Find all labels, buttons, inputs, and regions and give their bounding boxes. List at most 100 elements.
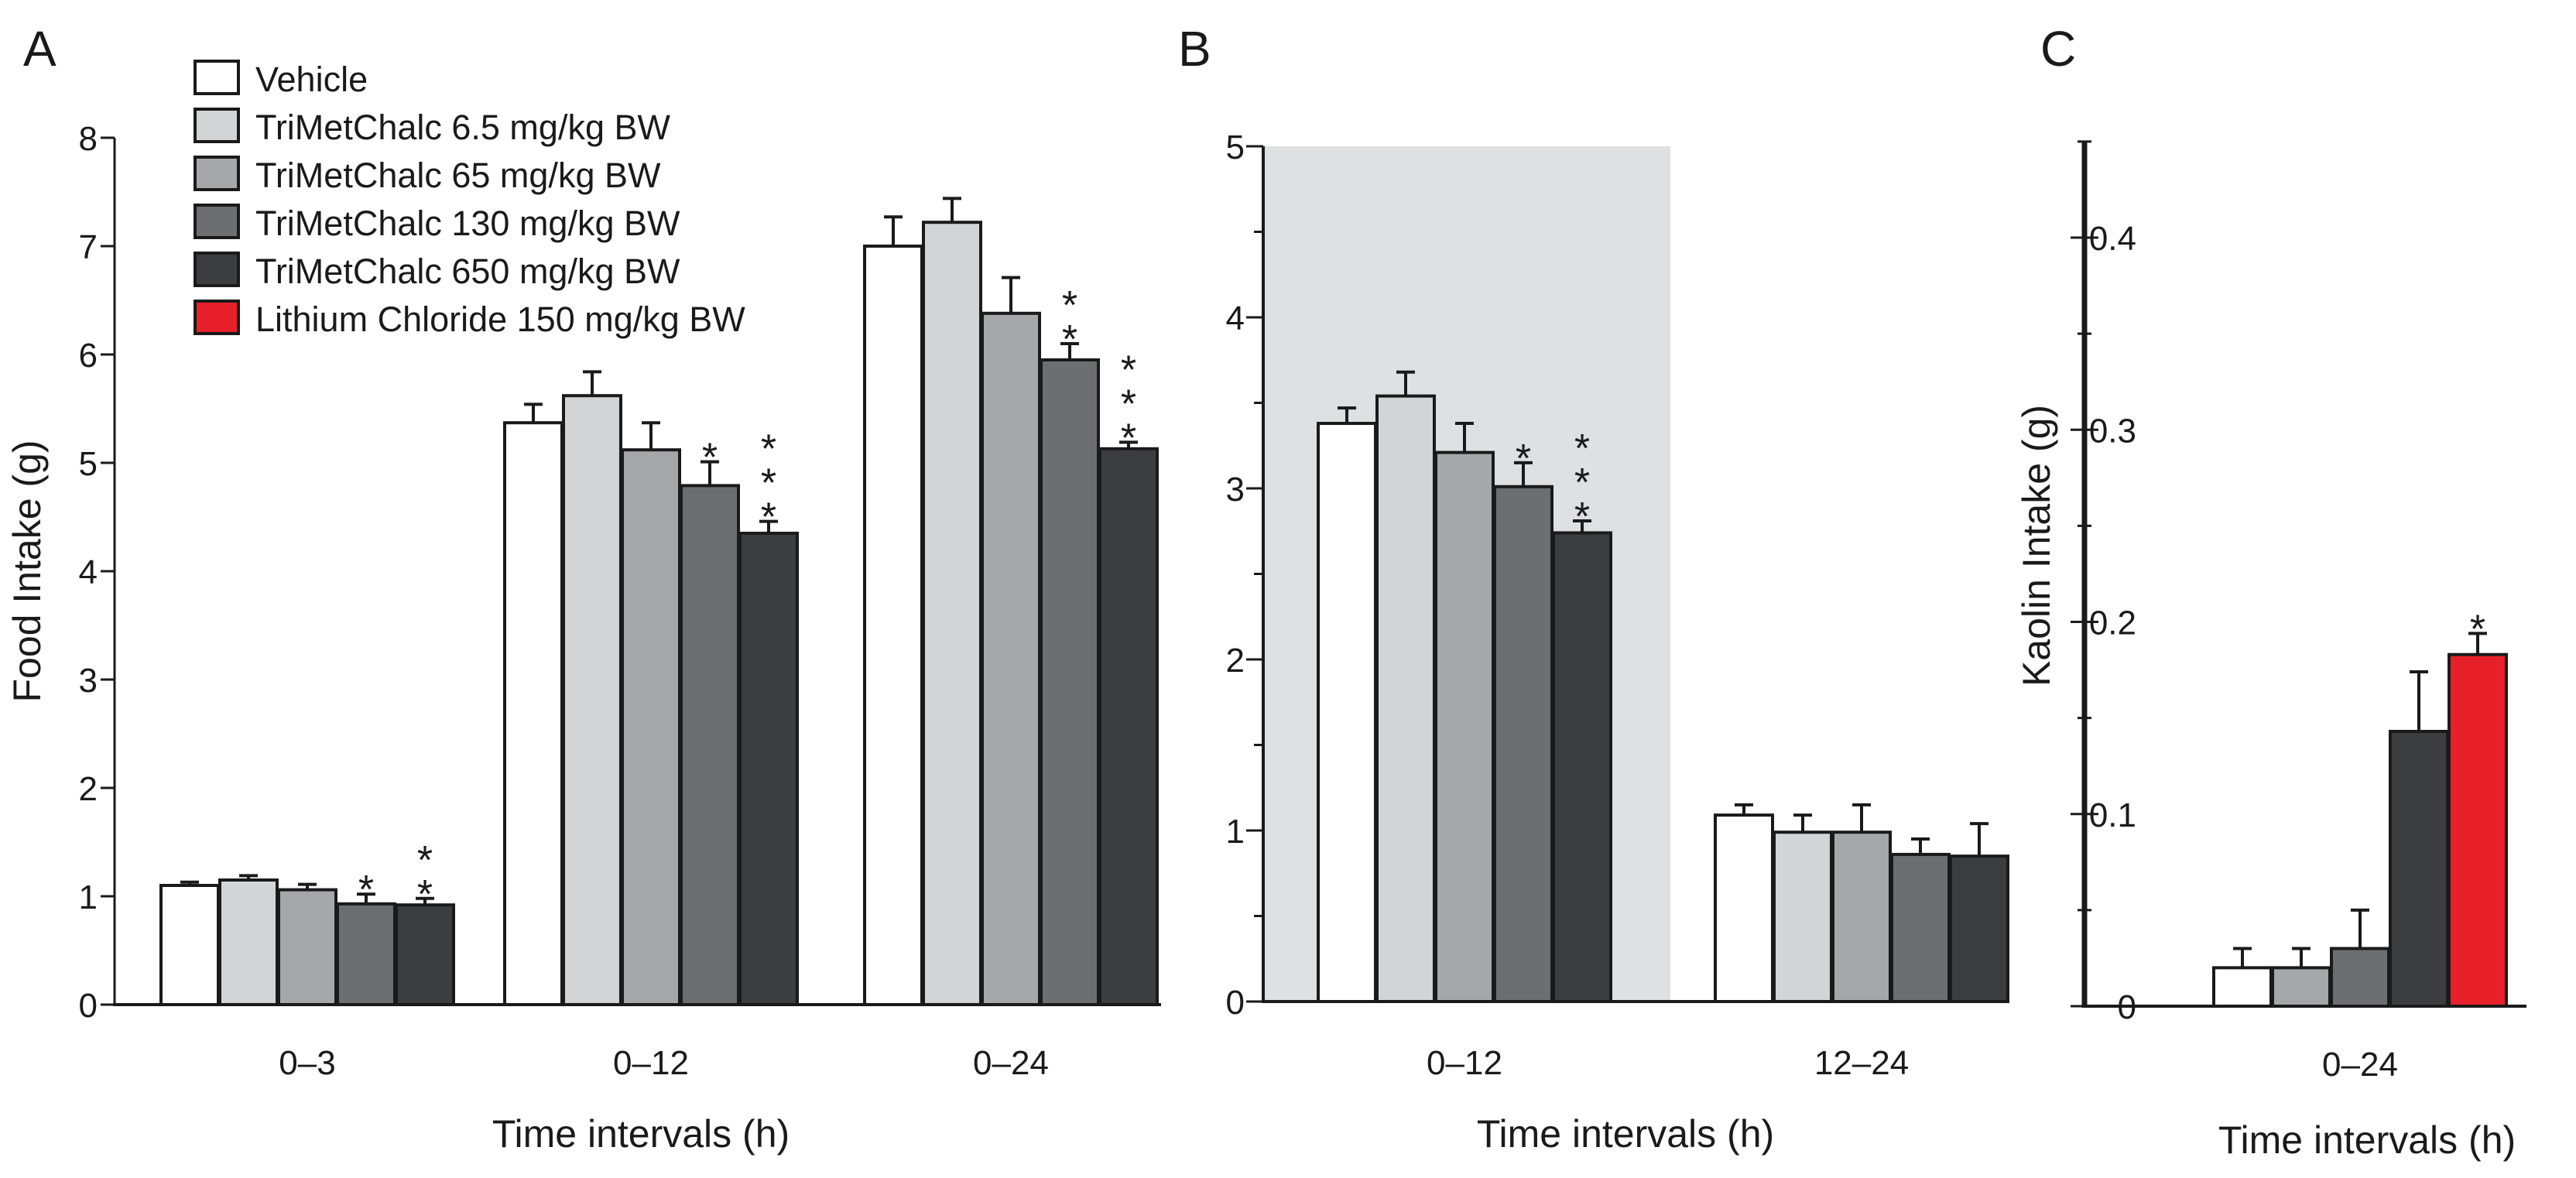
significance-star: *	[761, 427, 776, 472]
bar-a-0-1	[218, 878, 279, 1006]
legend-swatch-3	[194, 204, 240, 239]
y-axis-title-a: Food Intake (g)	[5, 440, 49, 702]
legend-label-5: Lithium Chloride 150 mg/kg BW	[255, 300, 745, 339]
y-axis-title-c: Kaolin Intake (g)	[2015, 405, 2058, 687]
significance-star: *	[1121, 382, 1136, 426]
panel-letter-b: B	[1178, 21, 1211, 77]
bar-b-0-1	[1375, 394, 1436, 1004]
x-axis-title-b: Time intervals (h)	[1477, 1112, 1774, 1156]
significance-star: *	[417, 838, 433, 883]
significance-b-0-4: * * *	[1574, 426, 1590, 539]
bar-a-2-1	[922, 221, 982, 1006]
y-tick-label-c: 0.1	[2089, 796, 2136, 834]
bar-a-2-2	[981, 311, 1041, 1006]
y-tick-label-c: 0.4	[2089, 220, 2136, 258]
x-tick-label-a: 0–12	[613, 1044, 689, 1082]
significance-star: *	[702, 436, 718, 481]
y-tick-label-b: 4	[1226, 300, 1245, 337]
bar-a-2-0	[863, 245, 923, 1006]
legend-swatch-0	[194, 60, 240, 95]
bar-b-1-3	[1890, 852, 1951, 1003]
y-tick-label-a: 7	[79, 228, 98, 266]
significance-star: *	[2470, 607, 2485, 652]
significance-star: *	[1574, 426, 1590, 471]
significance-star: *	[358, 868, 374, 913]
legend-label-3: TriMetChalc 130 mg/kg BW	[255, 204, 680, 243]
bar-a-1-4	[738, 532, 799, 1006]
x-tick-label-b: 12–24	[1814, 1044, 1909, 1082]
significance-a-2-4: * * *	[1121, 348, 1136, 461]
significance-star: *	[761, 461, 776, 506]
y-tick-label-a: 5	[79, 445, 98, 483]
x-tick-label-c: 0–24	[2322, 1046, 2398, 1084]
significance-star: *	[761, 495, 776, 540]
y-tick-label-c: 0.3	[2089, 412, 2136, 450]
bar-b-1-0	[1714, 813, 1774, 1003]
y-tick-label-b: 3	[1226, 471, 1245, 509]
bar-a-1-3	[680, 484, 740, 1006]
x-tick-label-a: 0–24	[973, 1044, 1049, 1082]
y-tick-label-a: 3	[79, 662, 98, 700]
y-tick-label-b: 2	[1226, 642, 1245, 680]
bar-c-0-0	[2212, 966, 2273, 1008]
significance-a-0-3: *	[358, 868, 374, 913]
x-axis-title-a: Time intervals (h)	[492, 1112, 790, 1156]
y-tick-label-a: 0	[79, 987, 98, 1025]
bar-b-1-4	[1949, 854, 2009, 1004]
significance-b-0-3: *	[1516, 437, 1531, 481]
bar-a-0-0	[159, 884, 220, 1006]
significance-star: *	[417, 872, 433, 917]
legend-swatch-1	[194, 108, 240, 143]
y-tick-label-c: 0.2	[2089, 604, 2136, 642]
significance-a-1-3: *	[702, 436, 718, 481]
y-tick-label-a: 1	[79, 878, 98, 916]
legend-swatch-2	[194, 156, 240, 191]
panel-letter-a: A	[23, 21, 57, 77]
y-tick-label-a: 2	[79, 770, 98, 808]
significance-star: *	[1516, 437, 1531, 481]
bar-b-0-3	[1493, 485, 1553, 1003]
x-tick-label-b: 0–12	[1427, 1044, 1502, 1082]
significance-star: *	[1121, 416, 1136, 461]
bar-a-2-3	[1040, 358, 1100, 1006]
significance-a-1-4: * * *	[761, 427, 776, 540]
significance-a-2-3: * *	[1062, 283, 1077, 362]
legend-label-4: TriMetChalc 650 mg/kg BW	[255, 252, 680, 291]
significance-star: *	[1062, 317, 1077, 362]
bar-b-0-2	[1434, 450, 1495, 1003]
y-tick-label-c: 0	[2118, 988, 2136, 1026]
bar-b-1-1	[1773, 830, 1833, 1003]
legend-swatch-4	[194, 252, 240, 287]
y-tick-label-b: 5	[1226, 128, 1245, 166]
legend-label-2: TriMetChalc 65 mg/kg BW	[255, 156, 661, 195]
bar-a-0-2	[277, 888, 337, 1006]
bar-b-0-0	[1317, 422, 1377, 1003]
legend-label-0: Vehicle	[255, 60, 368, 99]
bar-a-2-4	[1098, 447, 1159, 1006]
y-tick-label-b: 1	[1226, 813, 1245, 851]
significance-star: *	[1574, 495, 1590, 539]
y-tick-label-a: 6	[79, 337, 98, 375]
legend-swatch-5	[194, 300, 240, 335]
bar-a-1-0	[503, 421, 564, 1006]
significance-a-0-4: * *	[417, 838, 433, 917]
bar-c-0-2	[2330, 947, 2390, 1008]
significance-star: *	[1121, 348, 1136, 392]
y-tick-label-a: 8	[79, 120, 98, 158]
panel-letter-c: C	[2040, 21, 2076, 77]
y-tick-label-a: 4	[79, 553, 98, 591]
significance-star: *	[1574, 461, 1590, 505]
bar-a-1-1	[562, 394, 622, 1006]
bar-c-0-3	[2389, 730, 2449, 1008]
significance-star: *	[1062, 283, 1077, 328]
significance-c-0-4: *	[2470, 607, 2485, 652]
legend-label-1: TriMetChalc 6.5 mg/kg BW	[255, 108, 670, 147]
bar-a-0-4	[395, 903, 455, 1006]
bar-b-1-2	[1831, 830, 1892, 1003]
bar-b-0-4	[1552, 531, 1612, 1003]
bar-a-1-2	[621, 448, 681, 1006]
bar-c-0-4	[2448, 652, 2508, 1008]
x-axis-title-c: Time intervals (h)	[2218, 1118, 2516, 1162]
bar-c-0-1	[2271, 966, 2331, 1008]
bar-a-0-3	[336, 902, 396, 1007]
